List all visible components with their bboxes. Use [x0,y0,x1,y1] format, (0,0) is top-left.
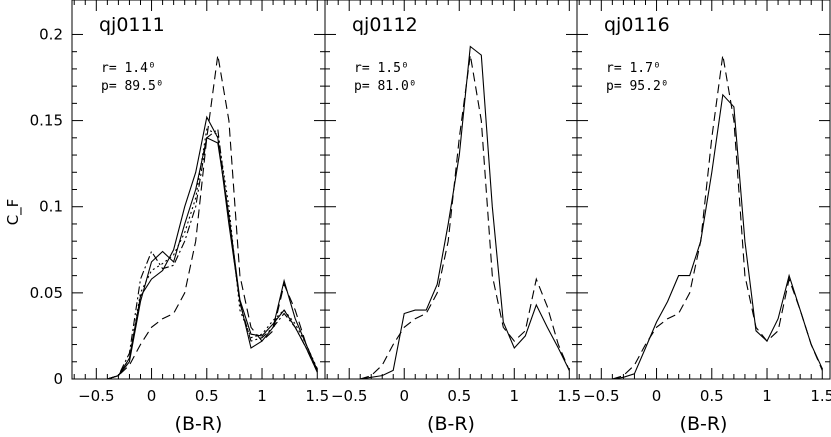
series-line-solid [107,137,318,380]
chart-panel-qj0111: −0.5 0 0.5 1 1.5 qj0111 r= 1.4⁰ p= 89.5⁰ (B-R) [71,0,329,435]
panel-title: qj0111 [99,14,165,36]
x-tick-label: 1 [762,387,772,405]
x-tick-label: 1.5 [810,387,831,405]
panel-annotation: p= 81.0⁰ [354,79,417,94]
x-axis-label: (B-R) [175,413,223,435]
x-tick-label: 0 [399,387,409,405]
x-axis-label: (B-R) [680,413,728,435]
y-tick-label: 0 [53,370,63,388]
series-line-dashdot [107,128,318,380]
series-line-solid [107,115,318,380]
panel-frame [324,0,578,380]
x-tick-label: −0.5 [583,387,619,405]
x-tick-label: 1 [257,387,267,405]
y-axis-label: C_F [4,199,23,226]
panel-annotation: r= 1.7⁰ [606,61,661,76]
panel-annotation: r= 1.4⁰ [101,61,156,76]
series-line-solid [360,45,570,380]
x-tick-label: 1.5 [557,387,581,405]
y-tick-label: 0.2 [39,25,63,43]
x-tick-label: 0 [147,387,157,405]
panel-title: qj0116 [604,14,670,36]
series-line-dotted [107,128,318,380]
chart-panel-qj0116: −0.5 0 0.5 1 1.5 qj0116 r= 1.7⁰ p= 95.2⁰ (B-R) [576,0,831,435]
series-line-dashed [107,55,318,380]
y-tick-label: 0.1 [39,198,63,216]
x-tick-label: 0.5 [195,387,219,405]
series-line-solid [612,93,823,380]
x-tick-label: 0.5 [700,387,724,405]
y-tick-label: 0.15 [30,112,63,130]
x-axis-label: (B-R) [427,413,475,435]
panel-frame [71,0,326,380]
y-tick-label: 0.05 [30,284,63,302]
x-tick-label: 0 [652,387,662,405]
x-tick-label: −0.5 [78,387,114,405]
panel-annotation: p= 95.2⁰ [606,79,669,94]
x-tick-label: 1.5 [305,387,329,405]
panel-annotation: p= 89.5⁰ [101,79,164,94]
chart-panel-qj0112: −0.5 0 0.5 1 1.5 qj0112 r= 1.5⁰ p= 81.0⁰ (B-R) [324,0,581,435]
y-axis-labels: 0 0.05 0.1 0.15 0.2 [30,25,63,388]
x-tick-label: 0.5 [447,387,471,405]
series-line-dashed [612,55,823,380]
panel-annotation: r= 1.5⁰ [354,61,409,76]
x-tick-label: −0.5 [331,387,367,405]
panel-title: qj0112 [352,14,418,36]
x-tick-label: 1 [510,387,520,405]
panel-frame [576,0,831,380]
